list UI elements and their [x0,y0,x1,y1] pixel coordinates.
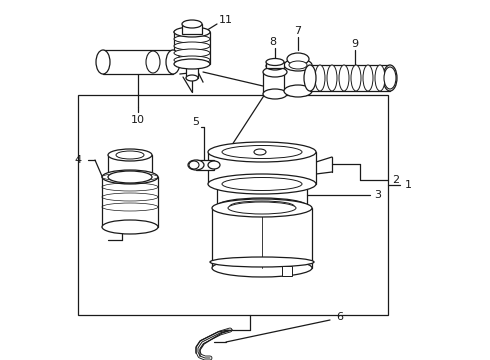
Ellipse shape [174,42,210,50]
Ellipse shape [108,171,152,183]
Text: 11: 11 [219,15,233,25]
Ellipse shape [208,142,316,162]
Ellipse shape [254,149,266,155]
Bar [208,152,316,184]
Text: 4: 4 [75,155,82,165]
Ellipse shape [304,65,316,91]
Text: 5: 5 [193,117,199,127]
Bar [212,208,312,268]
Text: 10: 10 [131,115,145,125]
Text: 7: 7 [294,26,301,36]
Bar [266,62,284,68]
Ellipse shape [375,65,385,91]
Ellipse shape [327,65,337,91]
Bar [103,50,173,74]
Ellipse shape [208,174,316,194]
Ellipse shape [166,50,180,74]
Ellipse shape [174,28,210,36]
Ellipse shape [116,151,144,159]
Bar [282,266,292,276]
Ellipse shape [289,61,307,69]
Ellipse shape [174,56,210,64]
Ellipse shape [284,85,312,97]
Bar [78,95,388,315]
Ellipse shape [102,170,158,184]
Ellipse shape [263,89,287,99]
Ellipse shape [174,27,210,37]
Bar [108,155,152,177]
Text: 2: 2 [392,175,399,185]
Ellipse shape [363,65,373,91]
Text: 9: 9 [351,39,359,49]
Bar [182,24,202,34]
Ellipse shape [284,59,312,71]
Bar [284,65,312,91]
Ellipse shape [351,65,361,91]
Ellipse shape [102,220,158,234]
Ellipse shape [208,161,220,169]
Text: 3: 3 [374,190,382,200]
Ellipse shape [315,65,325,91]
Ellipse shape [266,62,284,70]
Ellipse shape [230,201,294,211]
Bar [102,177,158,227]
Text: 8: 8 [270,37,276,47]
Ellipse shape [384,67,396,89]
Bar [263,72,287,94]
Ellipse shape [383,65,397,91]
Ellipse shape [182,20,202,28]
Text: 6: 6 [336,312,343,322]
Bar [174,32,210,64]
Ellipse shape [146,51,160,73]
Bar [186,64,198,78]
Ellipse shape [174,49,210,57]
Ellipse shape [228,202,296,214]
Ellipse shape [230,179,294,189]
Ellipse shape [212,259,312,277]
Bar [196,160,214,170]
Ellipse shape [188,160,204,170]
Ellipse shape [222,177,302,190]
Ellipse shape [263,67,287,77]
Ellipse shape [96,50,110,74]
Ellipse shape [217,198,307,214]
Ellipse shape [266,58,284,66]
Ellipse shape [174,35,210,43]
Ellipse shape [210,257,314,267]
Ellipse shape [212,199,312,217]
Bar [310,65,390,91]
Ellipse shape [222,145,302,158]
Ellipse shape [339,65,349,91]
Ellipse shape [287,53,309,65]
Ellipse shape [108,149,152,161]
Text: 1: 1 [405,180,412,190]
Ellipse shape [174,59,210,69]
Ellipse shape [217,176,307,192]
Ellipse shape [186,75,198,81]
Ellipse shape [189,161,199,169]
Bar [217,184,307,206]
